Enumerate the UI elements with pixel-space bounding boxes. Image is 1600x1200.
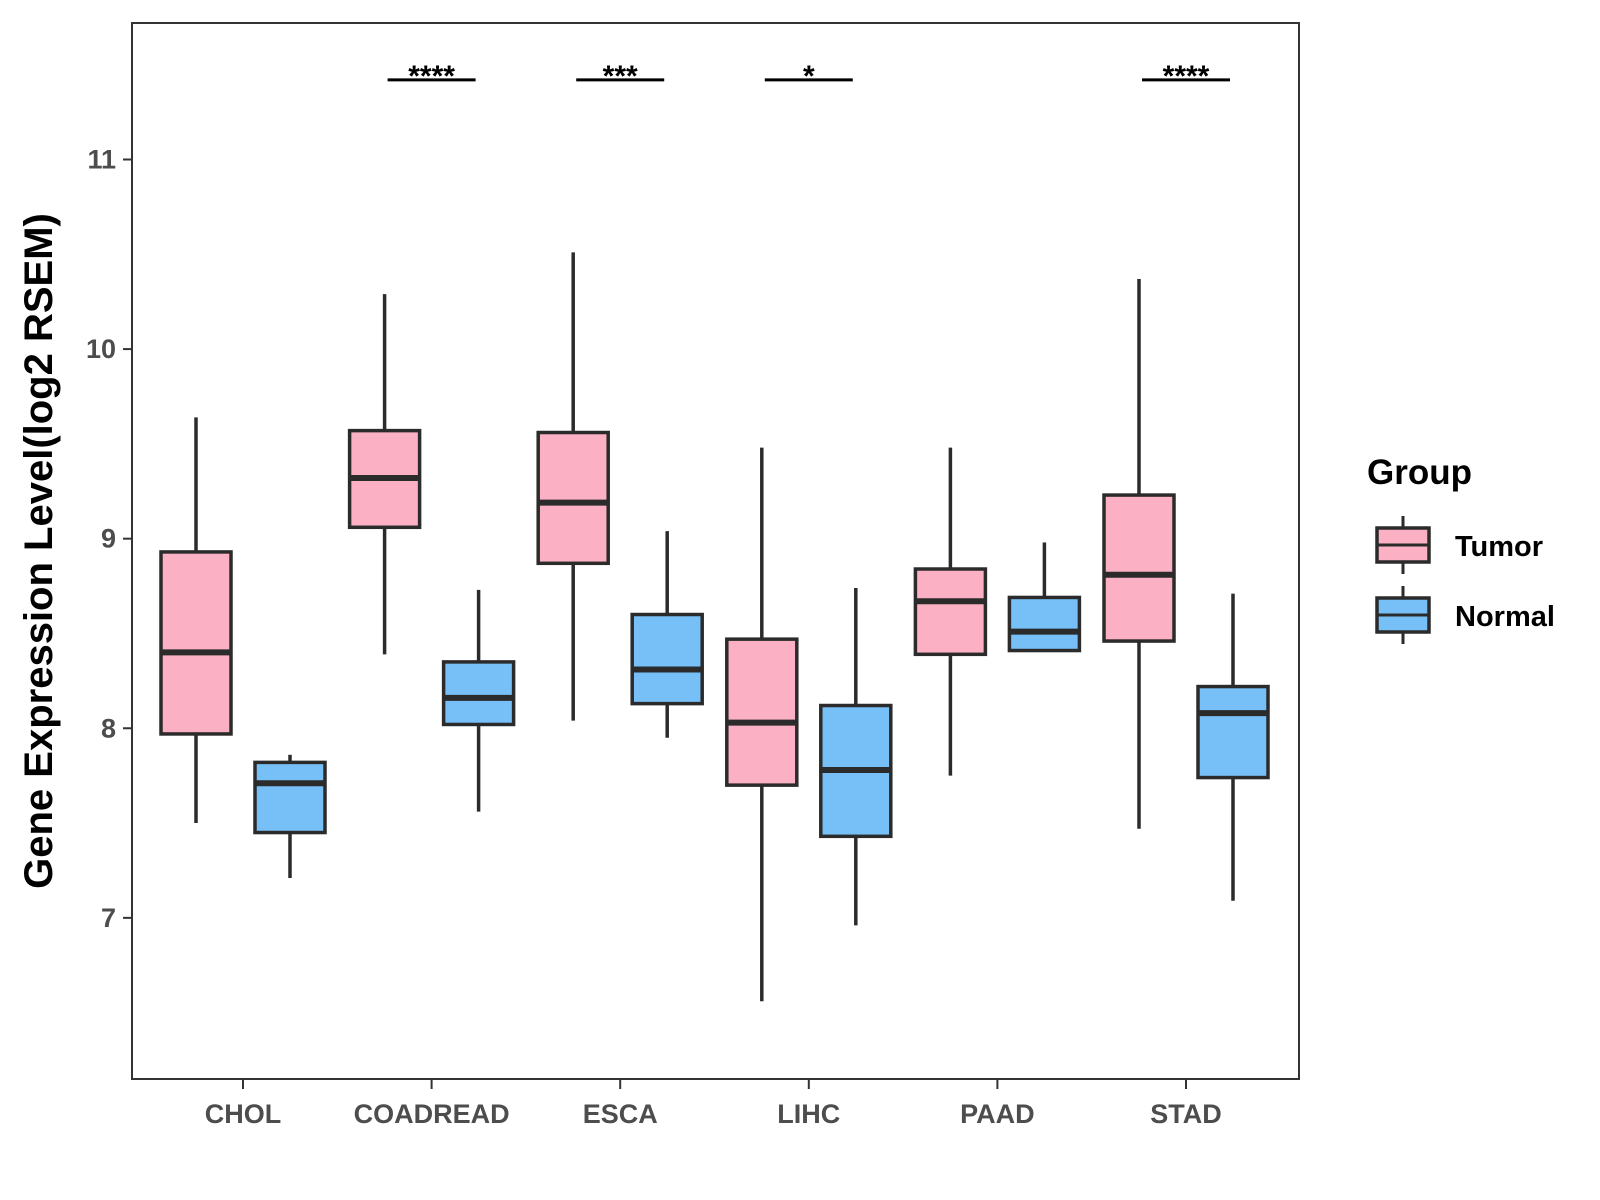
box-tumor-chol [159, 417, 233, 824]
x-tick-label: CHOL [205, 1099, 282, 1129]
box-iqr [253, 760, 327, 835]
box-iqr [1196, 684, 1270, 780]
x-tick-label: COADREAD [354, 1099, 510, 1129]
box-normal-paad [1007, 542, 1082, 653]
y-tick-label: 10 [86, 334, 116, 364]
legend-title: Group [1367, 453, 1472, 492]
box-tumor-coadread [347, 294, 422, 655]
significance-label: **** [1163, 60, 1210, 93]
significance-label: * [803, 60, 815, 93]
x-tick-label: PAAD [960, 1099, 1035, 1129]
box-iqr [1102, 493, 1176, 643]
box-tumor-esca [536, 252, 610, 721]
x-tick-label: LIHC [777, 1099, 840, 1129]
box-normal-lihc [819, 587, 893, 926]
legend: Group Tumor Normal [1367, 453, 1555, 644]
box-iqr [441, 660, 516, 727]
box-iqr [1007, 595, 1082, 653]
box-normal-coadread [441, 589, 516, 812]
y-tick-label: 7 [101, 903, 116, 933]
x-tick-label: STAD [1150, 1099, 1222, 1129]
box-normal-esca [630, 531, 704, 738]
y-axis: 7 8 9 10 11 [86, 145, 132, 933]
legend-key-tumor: Tumor [1375, 516, 1543, 574]
legend-label: Tumor [1455, 531, 1543, 563]
y-tick-label: 9 [101, 524, 116, 554]
significance-annotations: **** *** * **** [387, 60, 1230, 93]
legend-keys: Tumor Normal [1375, 516, 1555, 644]
box-normal-stad [1196, 593, 1270, 901]
box-tumor-stad [1102, 278, 1176, 829]
significance-label: *** [603, 60, 638, 93]
box-iqr [630, 612, 704, 706]
y-axis-title: Gene Expression Level(log2 RSEM) [17, 213, 61, 889]
legend-key-normal: Normal [1375, 586, 1555, 644]
box-tumor-paad [913, 447, 988, 776]
box-tumor-lihc [725, 447, 799, 1002]
y-tick-label: 11 [87, 145, 116, 175]
significance-label: **** [408, 60, 455, 93]
boxes-layer [159, 252, 1270, 1002]
box-iqr [913, 567, 988, 657]
y-tick-label: 8 [101, 713, 116, 743]
legend-label: Normal [1455, 601, 1555, 633]
box-iqr [536, 430, 610, 566]
box-normal-chol [253, 754, 327, 879]
box-iqr [725, 637, 799, 787]
x-axis: CHOL COADREAD ESCA LIHC PAAD STAD [205, 1079, 1222, 1129]
x-tick-label: ESCA [583, 1099, 658, 1129]
box-iqr [159, 550, 233, 736]
